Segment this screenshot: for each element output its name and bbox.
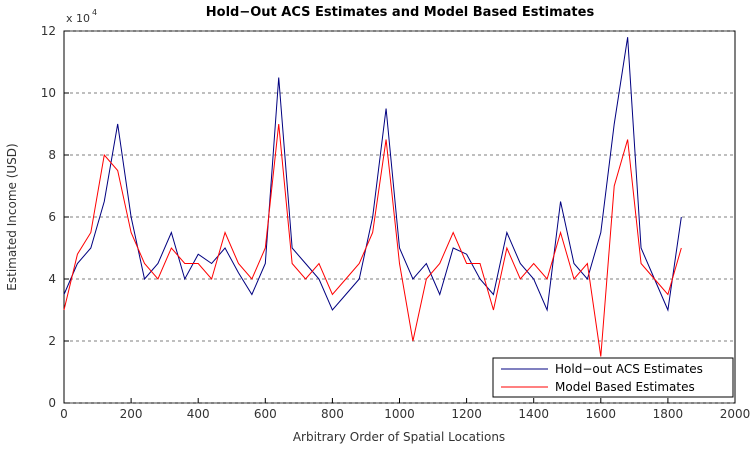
y-tick-label: 8	[48, 148, 56, 162]
x-tick-label: 1600	[586, 407, 617, 421]
x-tick-label: 200	[120, 407, 143, 421]
legend-label: Hold−out ACS Estimates	[555, 362, 703, 376]
y-scale-exponent: 4	[92, 8, 97, 17]
y-tick-label: 6	[48, 210, 56, 224]
legend-label: Model Based Estimates	[555, 380, 695, 394]
series-line	[63, 37, 682, 312]
y-tick-label: 4	[48, 272, 56, 286]
x-axis-label: Arbitrary Order of Spatial Locations	[293, 430, 505, 444]
x-tick-label: 800	[321, 407, 344, 421]
y-tick-label: 10	[41, 86, 56, 100]
y-tick-label: 0	[48, 396, 56, 410]
x-tick-label: 1000	[384, 407, 415, 421]
x-tick-label: 2000	[720, 407, 751, 421]
series-line	[63, 123, 682, 357]
x-tick-label: 0	[60, 407, 68, 421]
x-tick-label: 1200	[451, 407, 482, 421]
y-scale-base: x 10	[66, 12, 90, 25]
chart-title: Hold−Out ACS Estimates and Model Based E…	[206, 5, 595, 20]
y-tick-label: 12	[41, 24, 56, 38]
x-tick-label: 400	[187, 407, 210, 421]
x-tick-label: 1800	[653, 407, 684, 421]
y-axis-label: Estimated Income (USD)	[5, 143, 19, 290]
legend-box	[492, 357, 734, 398]
x-tick-label: 600	[254, 407, 277, 421]
x-tick-label: 1400	[518, 407, 549, 421]
y-tick-label: 2	[48, 334, 56, 348]
